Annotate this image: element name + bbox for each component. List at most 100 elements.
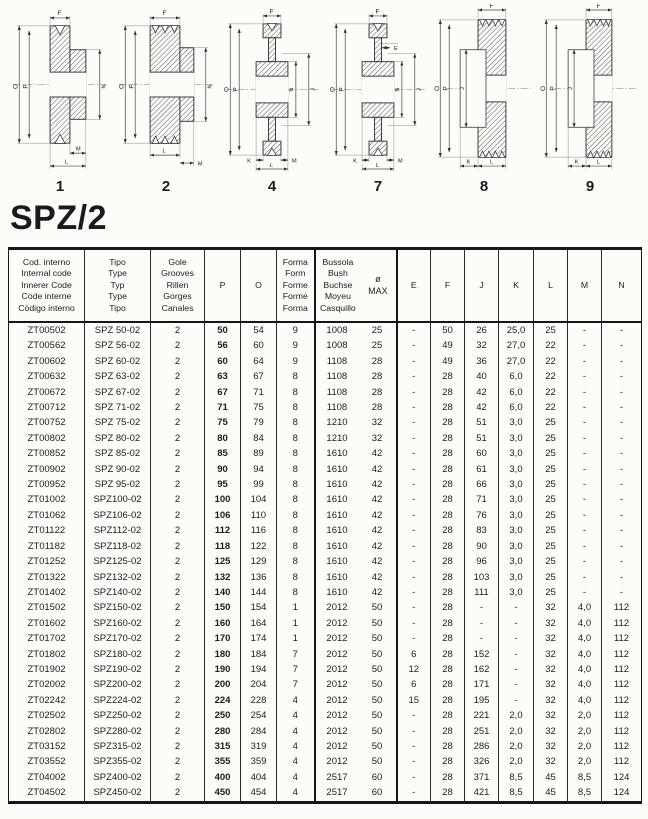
cell-omax: 42 (358, 492, 398, 508)
cell-bussola: 1108 (313, 369, 359, 385)
table-row: ZT00712 SPZ 71-02 2 71 75 8 1108 28-28 42 6,0 22- - (8, 400, 642, 416)
table-row: ZT00952 SPZ 95-02 2 95 99 8 1610 42-28 66 3,0 25- - (8, 477, 642, 493)
cell-bussola: 2012 (313, 631, 359, 647)
cell-bussola: 2517 (313, 769, 359, 786)
table-row: ZT01802 SPZ180-02 2 180 184 7 2012 50 6 28 152-32 4… (8, 646, 642, 662)
table-row: ZT01402 SPZ140-02 2 140 144 8 1610 42-28 111 3,0 2… (8, 584, 642, 601)
header-n: N (601, 248, 642, 323)
cell-o: 79 (240, 415, 277, 431)
cell-l: 25 (533, 322, 568, 339)
dim-label-O: O (540, 86, 547, 91)
pulley-form-8-diagram: F O P J K L (434, 4, 531, 170)
table-row: ZT01322 SPZ132-02 2 132 136 8 1610 42-28 103 3,0 2… (8, 569, 642, 585)
cell-o: 284 (240, 723, 277, 739)
cell-code: ZT01062 (8, 507, 85, 524)
header-grooves: Gole Grooves Rillen Gorges Canales (150, 248, 205, 323)
cell-f: 28 (430, 584, 465, 601)
cell-j: 26 (464, 322, 499, 339)
pulley-form-1-diagram: F O P N M L (13, 10, 108, 170)
cell-forma: 8 (276, 507, 315, 524)
cell-forma: 4 (276, 692, 315, 709)
cell-o: 60 (240, 338, 277, 354)
cell-f: 28 (430, 723, 465, 739)
form-number-7: 7 (373, 178, 383, 195)
dim-label-L: L (376, 163, 379, 169)
cell-tipo: SPZ 85-02 (84, 446, 151, 462)
cell-l: 25 (533, 538, 568, 555)
cell-gole: 2 (150, 338, 205, 354)
cell-bussola: 2012 (313, 692, 359, 709)
cell-p: 355 (204, 754, 241, 770)
cell-p: 85 (204, 446, 241, 462)
cell-p: 63 (204, 369, 241, 385)
cell-k: 2,0 (498, 754, 534, 770)
cell-n: - (601, 353, 642, 370)
cell-n: 112 (601, 677, 642, 693)
cell-f: 28 (430, 430, 465, 447)
dim-label-J: J (568, 87, 574, 90)
cell-j: 51 (464, 415, 499, 431)
cell-tipo: SPZ 80-02 (84, 430, 151, 447)
table-row: ZT01002 SPZ100-02 2 100 104 8 1610 42-28 71 3,0 25… (8, 492, 642, 508)
cell-tipo: SPZ 63-02 (84, 369, 151, 385)
cell-n: 124 (601, 769, 642, 786)
cell-e: - (396, 477, 431, 493)
cell-tipo: SPZ280-02 (84, 723, 151, 739)
cell-l: 25 (533, 507, 568, 524)
cell-forma: 8 (276, 446, 315, 462)
form-number-4: 4 (267, 178, 277, 195)
cell-f: 28 (430, 477, 465, 493)
cell-l: 32 (533, 692, 568, 709)
dim-label-K: K (353, 159, 357, 165)
cell-bussola: 2012 (313, 754, 359, 770)
cell-omax: 28 (358, 369, 398, 385)
cell-k: 3,0 (498, 430, 534, 447)
cell-tipo: SPZ200-02 (84, 677, 151, 693)
cell-m: 4,0 (567, 646, 602, 662)
cell-p: 170 (204, 631, 241, 647)
cell-k: 3,0 (498, 554, 534, 570)
cell-omax: 50 (358, 708, 398, 724)
cell-forma: 4 (276, 754, 315, 770)
dim-label-L: L (597, 160, 600, 166)
cell-gole: 2 (150, 661, 205, 678)
cell-gole: 2 (150, 446, 205, 462)
cell-e: 12 (396, 661, 431, 678)
cell-code: ZT00752 (8, 415, 85, 431)
cell-bussola: 1610 (313, 584, 359, 601)
cell-gole: 2 (150, 769, 205, 786)
cell-omax: 42 (358, 569, 398, 585)
cell-forma: 4 (276, 738, 315, 755)
cell-l: 32 (533, 600, 568, 616)
table-row: ZT01602 SPZ160-02 2 160 164 1 2012 50-28- -32 4,0… (8, 615, 642, 632)
cell-l: 22 (533, 353, 568, 370)
dim-label-N: N (289, 87, 295, 91)
table-row: ZT04502 SPZ450-02 2 450 454 4 2517 60-28 421 8,5 4… (8, 785, 642, 803)
cell-m: 4,0 (567, 615, 602, 632)
cell-omax: 42 (358, 538, 398, 555)
dim-label-N: N (395, 87, 401, 91)
cell-n: 112 (601, 646, 642, 662)
dim-label-F: F (270, 8, 274, 15)
cell-f: 28 (430, 708, 465, 724)
cell-omax: 50 (358, 661, 398, 678)
cell-e: - (396, 615, 431, 632)
cell-f: 50 (430, 322, 465, 339)
cell-f: 49 (430, 353, 465, 370)
cell-gole: 2 (150, 523, 205, 539)
table-row: ZT02802 SPZ280-02 2 280 284 4 2012 50-28 251 2,0 3… (8, 723, 642, 739)
cell-l: 25 (533, 523, 568, 539)
dim-label-M: M (292, 159, 297, 165)
cell-f: 28 (430, 461, 465, 478)
cell-m: - (567, 538, 602, 555)
cell-k: 3,0 (498, 538, 534, 555)
dim-label-O: O (434, 86, 441, 91)
cell-o: 228 (240, 692, 277, 709)
cell-tipo: SPZ450-02 (84, 785, 151, 803)
cell-code: ZT01002 (8, 492, 85, 508)
cell-forma: 9 (276, 338, 315, 354)
cell-code: ZT04502 (8, 785, 85, 803)
cell-m: 4,0 (567, 631, 602, 647)
cell-p: 140 (204, 584, 241, 601)
cell-m: 2,0 (567, 723, 602, 739)
